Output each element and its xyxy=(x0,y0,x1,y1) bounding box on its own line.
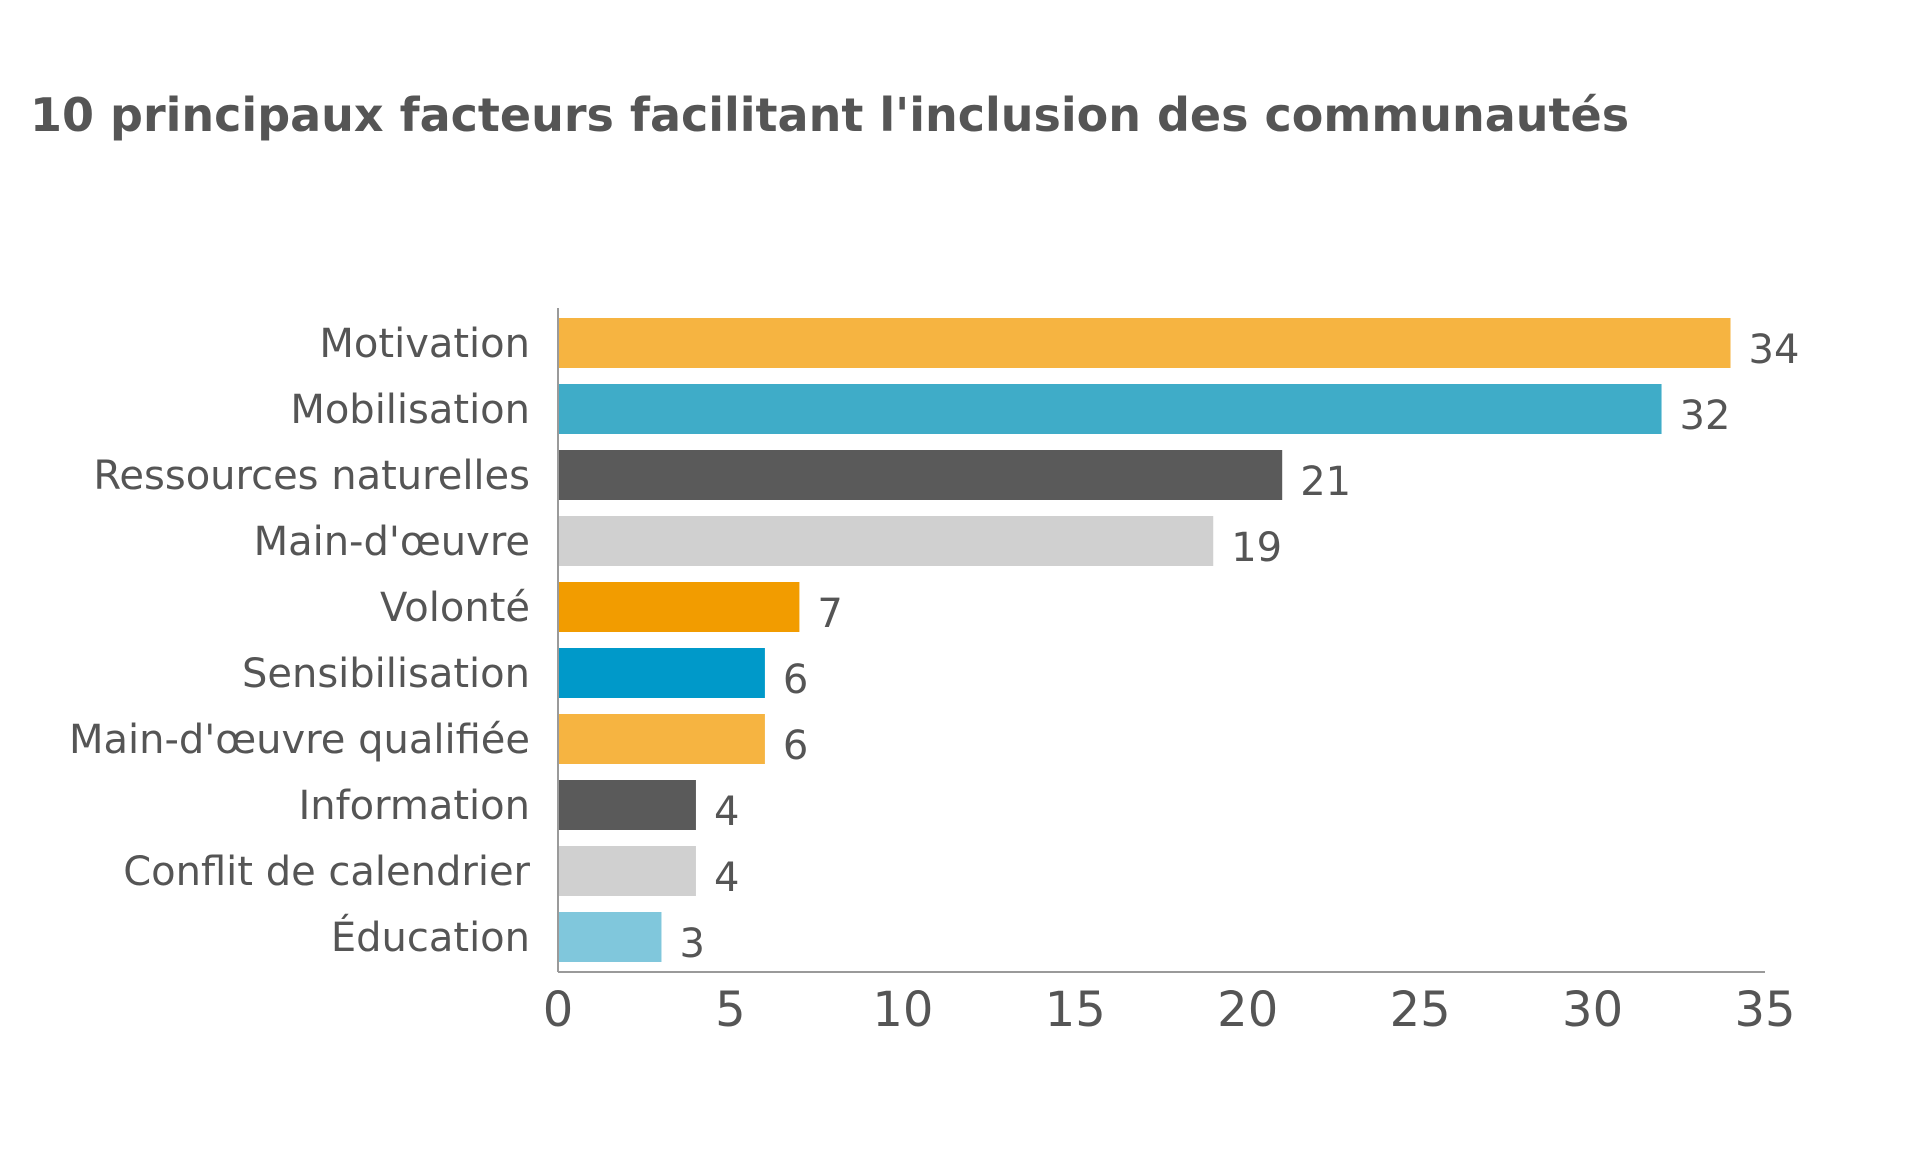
bar xyxy=(558,582,800,632)
bar xyxy=(558,846,696,896)
x-tick-label: 30 xyxy=(1562,982,1623,1038)
x-tick-label: 0 xyxy=(543,982,574,1038)
bar xyxy=(558,516,1214,566)
value-label: 6 xyxy=(783,723,808,769)
bar xyxy=(558,912,662,962)
bar xyxy=(558,780,696,830)
bar xyxy=(558,384,1662,434)
value-label: 4 xyxy=(714,855,739,901)
bar xyxy=(558,714,765,764)
x-tick-label: 15 xyxy=(1045,982,1106,1038)
chart-title: 10 principaux facteurs facilitant l'incl… xyxy=(30,88,1630,142)
value-label: 4 xyxy=(714,789,739,835)
category-label: Éducation xyxy=(331,913,530,961)
value-label: 34 xyxy=(1749,327,1800,373)
bar xyxy=(558,450,1283,500)
value-label: 21 xyxy=(1300,459,1351,505)
x-tick-label: 25 xyxy=(1390,982,1451,1038)
value-label: 7 xyxy=(817,591,842,637)
value-label: 19 xyxy=(1231,525,1282,571)
x-tick-label: 20 xyxy=(1217,982,1278,1038)
category-label: Ressources naturelles xyxy=(93,453,530,499)
category-label: Mobilisation xyxy=(290,387,530,433)
x-tick-label: 5 xyxy=(715,982,746,1038)
category-label: Information xyxy=(298,783,530,829)
value-label: 32 xyxy=(1680,393,1731,439)
category-label: Motivation xyxy=(319,321,530,367)
category-label: Volonté xyxy=(380,585,530,631)
category-label: Main-d'œuvre xyxy=(254,519,530,565)
bar xyxy=(558,318,1731,368)
x-tick-label: 35 xyxy=(1734,982,1795,1038)
category-label: Sensibilisation xyxy=(242,651,530,697)
category-label: Main-d'œuvre qualifiée xyxy=(69,717,530,763)
bar xyxy=(558,648,765,698)
x-tick-label: 10 xyxy=(872,982,933,1038)
category-label: Conflit de calendrier xyxy=(123,849,530,895)
value-label: 6 xyxy=(783,657,808,703)
value-label: 3 xyxy=(679,921,704,967)
